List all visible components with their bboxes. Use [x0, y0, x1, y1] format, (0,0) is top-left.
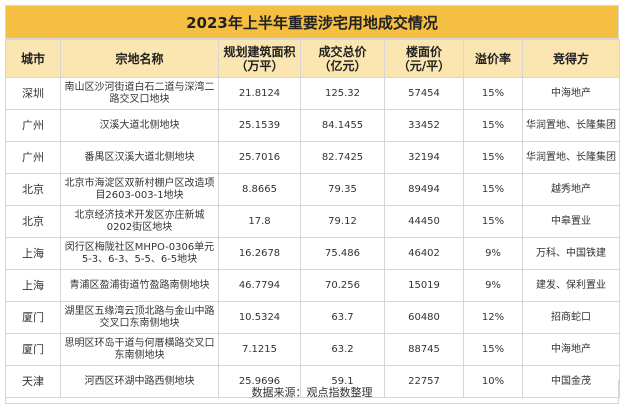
header-buyer: 竞得方 — [522, 39, 620, 78]
cell-premium-rate: 15% — [463, 205, 523, 238]
cell-floor-price: 15019 — [384, 269, 464, 302]
cell-plot-name: 北京经济技术开发区亦庄新城0202街区地块 — [60, 205, 219, 238]
cell-planned-area: 16.2678 — [218, 237, 301, 270]
table-row: 北京 北京市海淀区双新村棚户区改造项目2603-003-1地块 8.8665 79.3… — [5, 173, 620, 206]
cell-buyer: 建发、保利置业 — [522, 269, 620, 302]
header-total-price: 成交总价 （亿元） — [300, 39, 385, 78]
header-floor-price: 楼面价 （元/平） — [384, 39, 464, 78]
cell-planned-area: 17.8 — [218, 205, 301, 238]
cell-planned-area: 7.1215 — [218, 333, 301, 366]
data-source-note: 数据来源：观点指数整理 — [5, 380, 619, 404]
cell-plot-name: 闵行区梅陇社区MHPO-0306单元5-3、6-3、5-5、6-5地块 — [60, 237, 219, 270]
cell-plot-name: 湖里区五缘湾云顶北路与金山中路交叉口东南侧地块 — [60, 301, 219, 334]
cell-floor-price: 89494 — [384, 173, 464, 206]
table-row: 广州 番禺区汉溪大道北侧地块 25.7016 82.7425 32194 15% 华润置地、… — [5, 141, 620, 174]
cell-total-price: 75.486 — [300, 237, 385, 270]
cell-floor-price: 88745 — [384, 333, 464, 366]
cell-buyer: 招商蛇口 — [522, 301, 620, 334]
cell-premium-rate: 15% — [463, 109, 523, 142]
cell-floor-price: 46402 — [384, 237, 464, 270]
cell-planned-area: 25.7016 — [218, 141, 301, 174]
cell-planned-area: 46.7794 — [218, 269, 301, 302]
cell-buyer: 中海地产 — [522, 77, 620, 110]
cell-buyer: 万科、中国铁建 — [522, 237, 620, 270]
header-plot-name: 宗地名称 — [60, 39, 219, 78]
table-row: 上海 闵行区梅陇社区MHPO-0306单元5-3、6-3、5-5、6-5地块 16.… — [5, 237, 620, 270]
cell-total-price: 82.7425 — [300, 141, 385, 174]
cell-buyer: 中皋置业 — [522, 205, 620, 238]
cell-city: 广州 — [5, 109, 61, 142]
cell-floor-price: 22757 — [384, 365, 464, 398]
header-premium-rate: 溢价率 — [463, 39, 523, 78]
header-planned-area: 规划建筑面积 （万平） — [218, 39, 301, 78]
cell-total-price: 79.35 — [300, 173, 385, 206]
cell-buyer: 华润置地、长隆集团 — [522, 141, 620, 174]
cell-city: 上海 — [5, 237, 61, 270]
cell-total-price: 125.32 — [300, 77, 385, 110]
cell-premium-rate: 9% — [463, 269, 523, 302]
cell-planned-area: 8.8665 — [218, 173, 301, 206]
cell-plot-name: 汉溪大道北侧地块 — [60, 109, 219, 142]
cell-plot-name: 河西区环湖中路西侧地块 — [60, 365, 219, 398]
cell-plot-name: 思明区环岛干道与何厝横路交叉口东南侧地块 — [60, 333, 219, 366]
cell-total-price: 63.7 — [300, 301, 385, 334]
table-row: 广州 汉溪大道北侧地块 25.1539 84.1455 33452 15% 华润置地、长隆集… — [5, 109, 620, 142]
cell-planned-area: 25.1539 — [218, 109, 301, 142]
cell-plot-name: 青浦区盈浦街道竹盈路南侧地块 — [60, 269, 219, 302]
cell-premium-rate: 15% — [463, 141, 523, 174]
cell-total-price: 84.1455 — [300, 109, 385, 142]
cell-plot-name: 南山区沙河街道白石二道与深湾二路交叉口地块 — [60, 77, 219, 110]
table-row: 上海 青浦区盈浦街道竹盈路南侧地块 46.7794 70.256 15019 9% 建发、保… — [5, 269, 620, 302]
cell-buyer: 越秀地产 — [522, 173, 620, 206]
cell-city: 厦门 — [5, 301, 61, 334]
table-row: 天津 河西区环湖中路西侧地块 25.9696 59.1 22757 10% 中国金茂 — [5, 365, 620, 398]
cell-premium-rate: 15% — [463, 173, 523, 206]
cell-buyer: 中海地产 — [522, 333, 620, 366]
table-title: 2023年上半年重要涉宅用地成交情况 — [5, 5, 619, 39]
cell-planned-area: 21.8124 — [218, 77, 301, 110]
cell-buyer: 华润置地、长隆集团 — [522, 109, 620, 142]
cell-planned-area: 10.5324 — [218, 301, 301, 334]
header-row: 城市 宗地名称 规划建筑面积 （万平） 成交总价 （亿元） 楼面价 （元/平） … — [5, 39, 620, 78]
cell-premium-rate: 15% — [463, 77, 523, 110]
cell-floor-price: 33452 — [384, 109, 464, 142]
table-row: 厦门 湖里区五缘湾云顶北路与金山中路交叉口东南侧地块 10.5324 63.7 6048… — [5, 301, 620, 334]
cell-city: 广州 — [5, 141, 61, 174]
cell-premium-rate: 9% — [463, 237, 523, 270]
table-row: 厦门 思明区环岛干道与何厝横路交叉口东南侧地块 7.1215 63.2 88745 15%… — [5, 333, 620, 366]
cell-buyer: 中国金茂 — [522, 365, 620, 398]
cell-total-price: 70.256 — [300, 269, 385, 302]
cell-floor-price: 44450 — [384, 205, 464, 238]
cell-plot-name: 北京市海淀区双新村棚户区改造项目2603-003-1地块 — [60, 173, 219, 206]
cell-premium-rate: 10% — [463, 365, 523, 398]
cell-city: 深圳 — [5, 77, 61, 110]
cell-city: 北京 — [5, 205, 61, 238]
land-transaction-table: 城市 宗地名称 规划建筑面积 （万平） 成交总价 （亿元） 楼面价 （元/平） … — [5, 39, 620, 398]
cell-total-price: 59.1 — [300, 365, 385, 398]
cell-floor-price: 60480 — [384, 301, 464, 334]
cell-premium-rate: 12% — [463, 301, 523, 334]
cell-city: 上海 — [5, 269, 61, 302]
cell-city: 北京 — [5, 173, 61, 206]
header-city: 城市 — [5, 39, 61, 78]
cell-plot-name: 番禺区汉溪大道北侧地块 — [60, 141, 219, 174]
cell-floor-price: 32194 — [384, 141, 464, 174]
cell-total-price: 79.12 — [300, 205, 385, 238]
cell-premium-rate: 15% — [463, 333, 523, 366]
cell-city: 厦门 — [5, 333, 61, 366]
table-row: 北京 北京经济技术开发区亦庄新城0202街区地块 17.8 79.12 44450 15%… — [5, 205, 620, 238]
cell-floor-price: 57454 — [384, 77, 464, 110]
cell-total-price: 63.2 — [300, 333, 385, 366]
table-row: 深圳 南山区沙河街道白石二道与深湾二路交叉口地块 21.8124 125.32 5745… — [5, 77, 620, 110]
cell-city: 天津 — [5, 365, 61, 398]
